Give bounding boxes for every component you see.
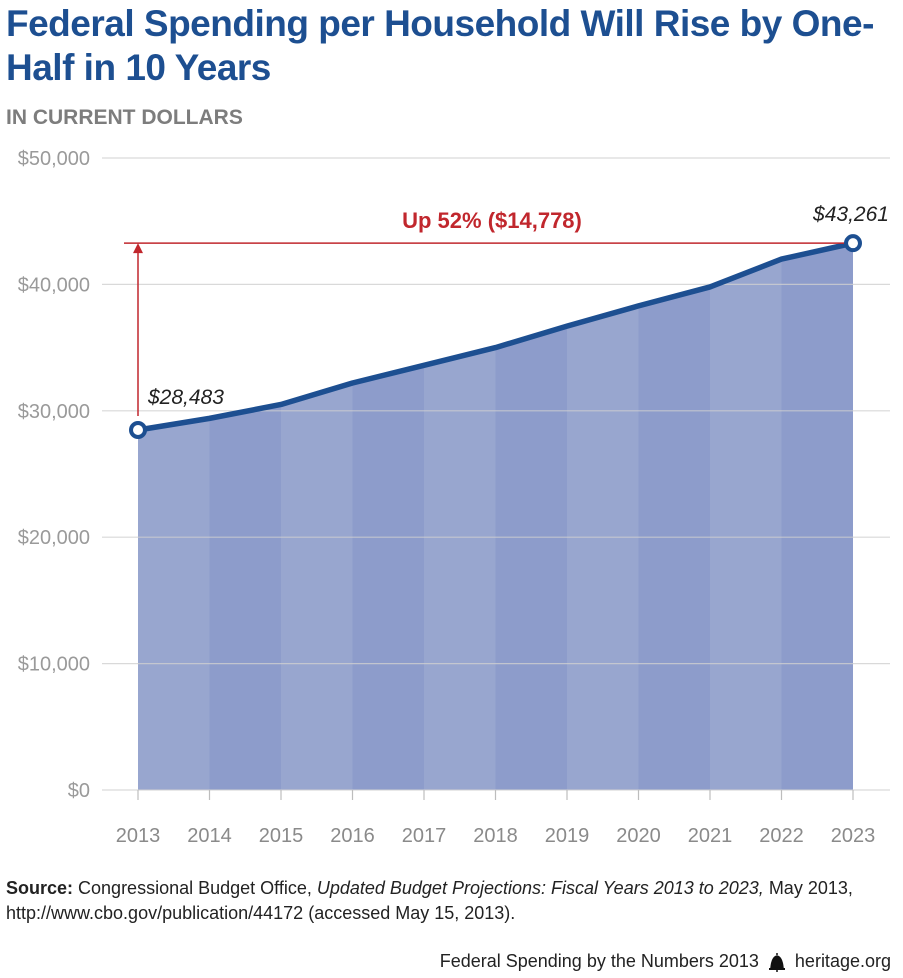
x-tick-label: 2019 — [545, 825, 590, 847]
annotation-arrowhead — [133, 243, 143, 254]
x-tick-label: 2022 — [759, 825, 804, 847]
area-band — [710, 259, 782, 790]
area-band — [209, 404, 281, 790]
liberty-bell-icon — [768, 952, 785, 972]
chart-subtitle: IN CURRENT DOLLARS — [6, 106, 243, 129]
y-tick-label: $40,000 — [18, 274, 90, 296]
source-report-title: Updated Budget Projections: Fiscal Years… — [316, 878, 764, 898]
area-band — [424, 347, 496, 790]
y-tick-label: $30,000 — [18, 401, 90, 423]
area-band — [567, 305, 639, 790]
area-band — [281, 382, 353, 790]
x-tick-label: 2015 — [259, 825, 304, 847]
x-tick-label: 2020 — [616, 825, 661, 847]
series-line — [135, 240, 856, 433]
source-text-2: May 2013, http://www.cbo.gov/publication… — [6, 878, 853, 923]
y-tick-label: $10,000 — [18, 654, 90, 676]
data-point-marker — [844, 234, 862, 253]
y-tick-label: $50,000 — [18, 148, 90, 170]
x-tick-label: 2018 — [473, 825, 518, 847]
source-label: Source: — [6, 878, 74, 898]
area-band — [638, 286, 710, 790]
x-tick-label: 2023 — [831, 825, 876, 847]
annotation-label: Up 52% ($14,778) — [402, 208, 582, 233]
x-tick-label: 2021 — [688, 825, 733, 847]
data-point-marker — [129, 420, 147, 439]
x-tick-label: 2014 — [187, 825, 232, 847]
x-tick-label: 2017 — [402, 825, 447, 847]
area-band — [495, 326, 567, 790]
area-band — [352, 365, 424, 790]
y-tick-label: $0 — [68, 780, 90, 802]
footer: Federal Spending by the Numbers 2013 her… — [440, 951, 891, 972]
y-tick-label: $20,000 — [18, 527, 90, 549]
end-value-label: $43,261 — [812, 203, 889, 226]
footer-publication: Federal Spending by the Numbers 2013 — [439, 951, 759, 971]
area-band — [781, 243, 853, 790]
footer-site: heritage.org — [794, 951, 891, 971]
x-tick-label: 2016 — [330, 825, 375, 847]
source-text-1: Congressional Budget Office, — [73, 878, 317, 898]
area-band — [138, 418, 210, 790]
chart-title: Federal Spending per Household Will Rise… — [6, 3, 874, 88]
area-chart: $0 $10,000 $20,000 $30,000 $40,000 $50,000 201… — [18, 148, 890, 847]
source-note: Source: Congressional Budget Office, Upd… — [6, 876, 896, 926]
start-value-label: $28,483 — [147, 386, 224, 409]
x-tick-label: 2013 — [116, 825, 161, 847]
